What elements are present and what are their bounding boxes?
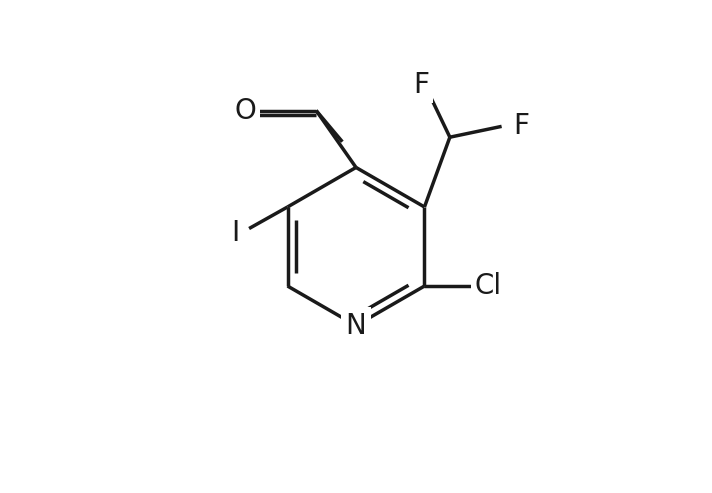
Text: O: O [234,97,256,125]
Text: I: I [231,219,239,247]
Text: Cl: Cl [475,272,502,300]
Text: F: F [413,71,429,99]
Text: F: F [513,112,530,141]
Text: N: N [345,312,367,340]
